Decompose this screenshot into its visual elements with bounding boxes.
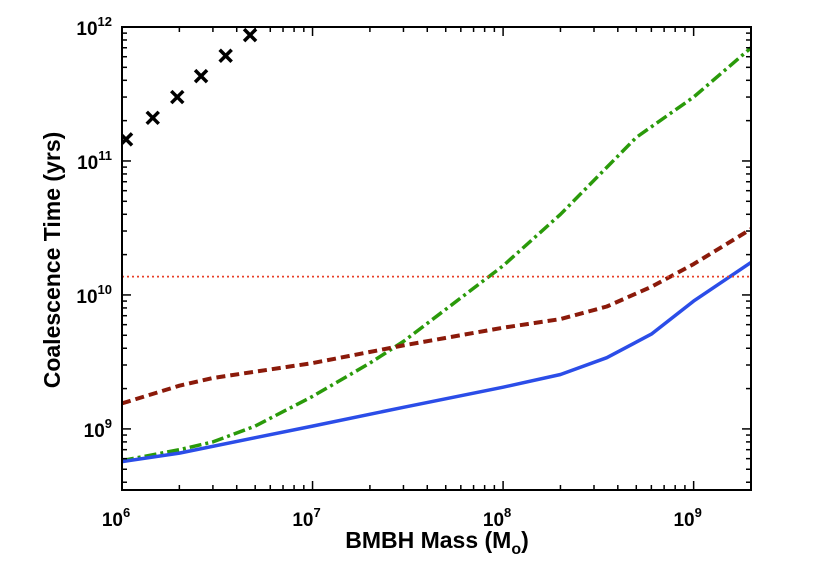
x-marker-3: [170, 89, 185, 105]
series-green-dashdot-line: [122, 46, 751, 463]
x-tick-label-7: 107: [292, 505, 320, 531]
y-tick-label-9: 109: [84, 416, 112, 442]
x-tick-label-6: 106: [102, 505, 130, 531]
plot-area: [122, 27, 751, 490]
x-tick-label-9: 109: [673, 505, 701, 531]
series-markers-x: [122, 27, 258, 147]
series-blue-solid-line: [122, 260, 751, 464]
x-marker-4: [193, 68, 209, 84]
x-axis-title: BMBH Mass (Mo): [345, 527, 529, 558]
x-marker-2: [145, 110, 160, 126]
axes-frame: [121, 26, 752, 491]
y-axis-title: Coalescence Time (yrs): [39, 132, 65, 389]
plot-background: [122, 27, 751, 490]
x-marker-5: [218, 48, 233, 63]
y-tick-label-12: 1012: [76, 14, 112, 40]
ticks-layer: 106 107 108 109 109 1010 1011 1012: [76, 14, 752, 531]
y-tick-label-11: 1011: [77, 148, 112, 174]
axes-layer: [121, 26, 752, 491]
x-tick-label-8: 108: [483, 505, 511, 531]
series-layer: [122, 27, 751, 464]
x-marker-6: [242, 27, 258, 43]
y-tick-label-10: 1010: [76, 282, 112, 308]
